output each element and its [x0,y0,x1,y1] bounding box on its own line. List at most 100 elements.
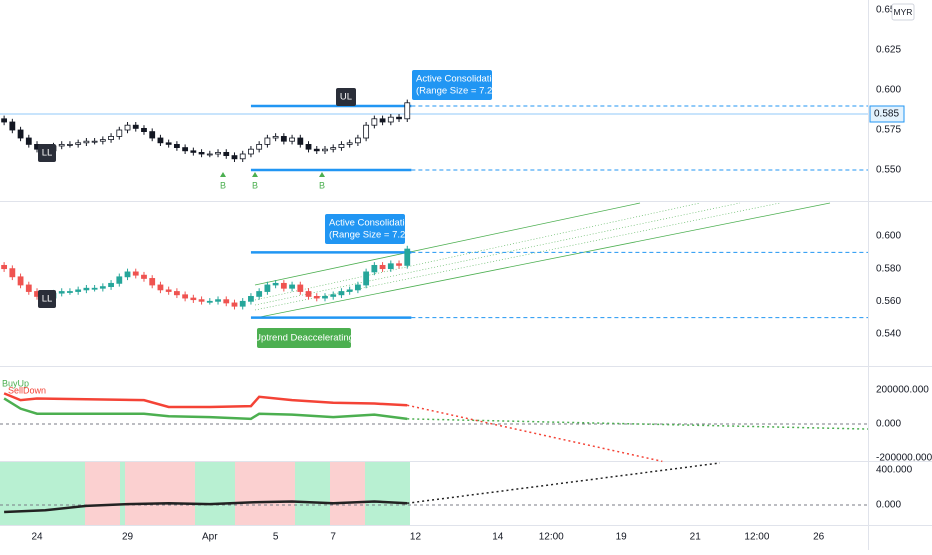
candle-body [231,155,238,160]
candle-body [379,264,386,270]
x-tick-label: 12:00 [744,532,769,543]
y-tick-label: 0.580 [876,263,901,274]
annotation: UL [340,92,352,103]
candle-body [132,124,139,129]
legend-entry: BuyUp [2,378,29,388]
candle-body [371,118,378,126]
candle-body [215,151,221,155]
candle-body [272,282,279,286]
candle-body [173,291,180,296]
candle-body [124,271,131,278]
candle-body [91,287,98,290]
annotation: (Range Size = 7.27%) [329,230,422,241]
candle-body [75,142,82,145]
buy-signal: B [220,180,226,190]
candle-body [280,135,287,142]
x-tick-label: 5 [273,532,279,543]
regime-down [330,462,365,525]
candle-body [190,297,197,301]
y-tick-label: 0.540 [876,329,901,340]
candle-body [305,143,312,150]
candle-body [387,263,394,270]
candle-body [330,294,337,297]
annotation-box [412,70,492,100]
candle-body [149,278,156,286]
candle-body [289,137,295,142]
annotation: LL [42,148,53,159]
y-tick-label: 0.600 [876,85,901,96]
candle-body [108,135,114,140]
candle-body [363,124,370,139]
x-tick-label: 14 [492,532,504,543]
candle-body [387,116,394,123]
candle-body [264,137,271,145]
annotation: LL [42,294,53,305]
y-tick-label: 0.625 [876,45,901,56]
candle-body [1,118,8,123]
y-tick-label: 0.000 [876,419,901,430]
candle-body [83,140,90,144]
projection-line [407,462,721,504]
candle-body [215,299,221,302]
candle-body [132,271,139,276]
candle-body [198,299,205,302]
annotation-box [336,88,356,106]
candle-body [396,116,402,120]
candle-body [157,137,164,144]
candle-body [248,296,254,302]
candle-body [363,271,370,286]
x-tick-label: 29 [122,532,134,543]
candle-body [67,143,73,146]
candle-body [141,127,147,132]
y-tick-label: 0.650 [876,5,901,16]
candle-body [173,143,180,148]
candle-body [25,137,32,145]
candle-body [58,291,65,294]
candle-body [75,289,82,292]
y-tick-label: 0.560 [876,296,901,307]
candle-body [280,282,287,289]
y-tick-label: 400.000 [876,465,913,476]
series-line [3,392,408,409]
candle-body [404,248,411,266]
candle-body [206,153,213,156]
annotation-box [38,290,56,308]
candle-body [354,284,361,291]
annotation: (Range Size = 7.27%) [416,86,509,97]
candle-body [256,143,263,150]
annotation: Active Consolidation [416,74,502,85]
candle-body [157,284,164,291]
projection-line [407,418,869,430]
candle-body [354,137,361,144]
candle-body [379,118,386,123]
candle-body [91,140,98,143]
candle-body [9,268,16,278]
buy-arrow [220,172,325,177]
candle-body [239,300,246,307]
x-tick-label: 24 [31,532,43,543]
y-tick-label: 0.000 [876,500,901,511]
regime-down [85,462,120,525]
candle-body [231,302,238,307]
annotation-box [38,144,56,162]
regime-down [235,462,295,525]
candle-body [190,150,197,153]
candle-body [165,142,172,145]
candle-body [313,296,320,299]
candle-body [330,147,337,150]
candle-body [141,274,147,279]
last-price-box [869,105,905,123]
buy-signal: B [319,180,325,190]
candle-body [182,294,189,299]
annotation-box [325,214,405,244]
candle-body [371,264,378,273]
candle-body [289,284,295,289]
candle-body [25,284,32,292]
candle-body [396,263,402,266]
candle-body [338,291,345,296]
projection-line [407,404,663,463]
candle-body [108,282,114,288]
candle-body [99,139,106,142]
candle-body [223,299,230,304]
